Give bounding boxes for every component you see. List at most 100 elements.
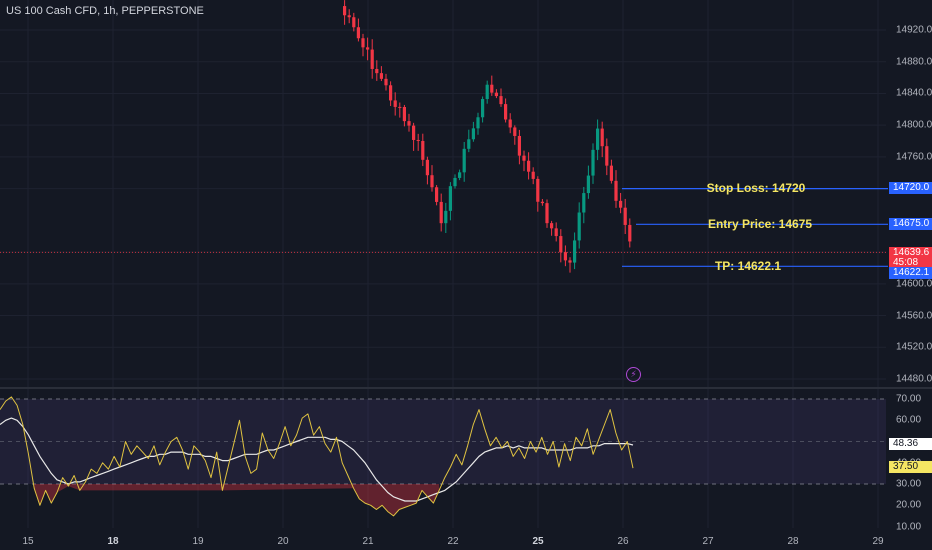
- candle-body: [577, 212, 581, 241]
- candle-body: [393, 100, 397, 107]
- rsi-tick-label: 30.00: [896, 478, 922, 490]
- candle-body: [356, 27, 360, 39]
- candle-body: [559, 236, 563, 253]
- candle-body: [467, 139, 471, 149]
- candle-body: [398, 106, 402, 108]
- time-tick-label: 21: [362, 536, 374, 547]
- candle-body: [494, 92, 498, 97]
- candle-body: [517, 135, 521, 156]
- time-tick-label: 27: [702, 536, 714, 547]
- candle-body: [550, 223, 554, 229]
- candle-body: [554, 228, 558, 237]
- candle-body: [416, 139, 420, 141]
- rsi-tick-label: 70.00: [896, 393, 922, 405]
- candle-body: [361, 38, 365, 48]
- time-tick-label: 19: [192, 536, 204, 547]
- candle-body: [527, 160, 531, 172]
- candle-body: [623, 207, 627, 225]
- candle-body: [366, 47, 370, 50]
- entry-price-annotation: Entry Price: 14675: [707, 217, 813, 231]
- candle-body: [531, 171, 535, 179]
- candle-body: [435, 187, 439, 202]
- candle-body: [347, 15, 351, 18]
- candle-body: [407, 121, 411, 126]
- time-tick-label: 29: [872, 536, 884, 547]
- candle-body: [402, 106, 406, 122]
- candle-body: [379, 73, 383, 79]
- candle-body: [536, 178, 540, 202]
- candle-body: [476, 117, 480, 129]
- entry-price-tag: 14675.0: [889, 218, 932, 230]
- candle-body: [582, 193, 586, 213]
- candle-body: [370, 49, 374, 69]
- candle-body: [471, 128, 475, 140]
- candle-body: [352, 17, 356, 28]
- bar-countdown-tag: 45:08: [889, 257, 932, 269]
- candle-body: [343, 6, 347, 16]
- candle-body: [481, 99, 485, 118]
- candle-body: [508, 119, 512, 128]
- candle-body: [600, 128, 604, 147]
- candle-body: [540, 201, 544, 204]
- time-tick-label: 18: [107, 536, 119, 547]
- lightning-icon[interactable]: ⚡: [626, 367, 641, 382]
- candle-body: [605, 146, 609, 166]
- candle-body: [453, 177, 457, 187]
- time-tick-label: 15: [22, 536, 34, 547]
- candle-body: [499, 96, 503, 105]
- time-tick-label: 28: [787, 536, 799, 547]
- candle-body: [568, 260, 572, 263]
- price-tick-label: 14920.0: [896, 24, 932, 36]
- price-tick-label: 14800.0: [896, 119, 932, 131]
- candle-body: [384, 78, 388, 86]
- candle-body: [490, 84, 494, 93]
- rsi-ma-value-tag: 48.36: [889, 438, 932, 450]
- candle-body: [513, 127, 517, 136]
- candle-body: [444, 210, 448, 224]
- stop-loss-price-tag: 14720.0: [889, 182, 932, 194]
- rsi-oversold-fill: [34, 484, 440, 516]
- candle-body: [425, 159, 429, 176]
- time-tick-label: 26: [617, 536, 629, 547]
- candle-body: [545, 203, 549, 224]
- price-tick-label: 14840.0: [896, 87, 932, 99]
- candle-body: [448, 186, 452, 211]
- rsi-ma-line: [0, 417, 634, 502]
- candle-body: [485, 84, 489, 100]
- candle-body: [609, 165, 613, 181]
- rsi-line: [0, 396, 634, 517]
- candle-body: [586, 175, 590, 194]
- candle-body: [628, 224, 632, 242]
- candle-body: [614, 180, 618, 201]
- rsi-value-tag: 37.50: [889, 461, 932, 473]
- candle-body: [504, 104, 508, 120]
- candle-body: [563, 252, 567, 261]
- rsi-tick-label: 10.00: [896, 521, 922, 532]
- candle-body: [522, 155, 526, 161]
- price-tick-label: 14760.0: [896, 151, 932, 163]
- candle-body: [375, 68, 379, 74]
- candle-body: [389, 85, 393, 101]
- chart-title: US 100 Cash CFD, 1h, PEPPERSTONE: [6, 5, 204, 17]
- rsi-tick-label: 60.00: [896, 414, 922, 426]
- take-profit-annotation: TP: 14622.1: [714, 259, 782, 273]
- candle-body: [430, 175, 434, 188]
- price-tick-label: 14560.0: [896, 310, 932, 322]
- time-tick-label: 20: [277, 536, 289, 547]
- candle-body: [412, 125, 416, 140]
- current-price-tag: 14639.6: [889, 247, 932, 259]
- take-profit-price-tag: 14622.1: [889, 267, 932, 279]
- rsi-tick-label: 20.00: [896, 499, 922, 511]
- stop-loss-annotation: Stop Loss: 14720: [706, 181, 806, 195]
- candle-body: [596, 128, 600, 150]
- candle-body: [458, 172, 462, 178]
- candle-body: [591, 149, 595, 176]
- price-tick-label: 14520.0: [896, 341, 932, 353]
- candle-body: [573, 240, 577, 263]
- time-tick-label: 25: [532, 536, 544, 547]
- candle-body: [462, 148, 466, 173]
- price-tick-label: 14880.0: [896, 56, 932, 68]
- time-tick-label: 22: [447, 536, 459, 547]
